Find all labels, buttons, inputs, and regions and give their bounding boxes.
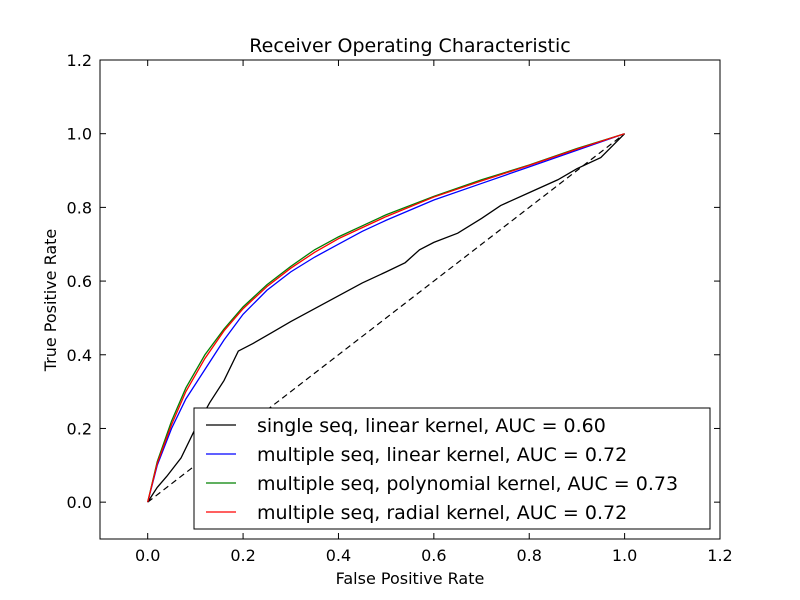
- y-tick-label: 1.2: [67, 51, 92, 70]
- x-axis-ticks: 0.0 0.2 0.4 0.6 0.8 1.0 1.2: [135, 60, 733, 565]
- x-tick-label: 0.8: [517, 546, 542, 565]
- legend-label-4: multiple seq, radial kernel, AUC = 0.72: [257, 502, 627, 524]
- y-tick-label: 0.6: [67, 272, 92, 291]
- x-tick-label: 0.4: [326, 546, 351, 565]
- series-line-4: [147, 133, 625, 503]
- x-tick-label: 1.0: [612, 546, 637, 565]
- x-axis-label: False Positive Rate: [336, 569, 485, 588]
- legend-label-1: single seq, linear kernel, AUC = 0.60: [257, 415, 606, 437]
- legend: single seq, linear kernel, AUC = 0.60 mul…: [193, 407, 711, 530]
- x-tick-label: 0.0: [135, 546, 160, 565]
- x-tick-label: 1.2: [707, 546, 732, 565]
- y-axis-ticks: 0.0 0.2 0.4 0.6 0.8 1.0 1.2: [67, 51, 720, 512]
- plot-frame: [99, 59, 721, 540]
- y-tick-label: 0.0: [67, 493, 92, 512]
- series-line-2: [147, 133, 625, 503]
- x-tick-label: 0.2: [230, 546, 255, 565]
- chart-title: Receiver Operating Characteristic: [249, 35, 570, 57]
- legend-box: [193, 407, 711, 530]
- series-line-3: [147, 133, 625, 503]
- legend-label-2: multiple seq, linear kernel, AUC = 0.72: [257, 444, 627, 466]
- y-tick-label: 0.2: [67, 419, 92, 438]
- y-tick-label: 0.4: [67, 346, 92, 365]
- y-tick-label: 1.0: [67, 125, 92, 144]
- x-tick-label: 0.6: [421, 546, 446, 565]
- legend-label-3: multiple seq, polynomial kernel, AUC = 0…: [257, 473, 678, 495]
- y-axis-label: True Positive Rate: [41, 229, 60, 373]
- y-tick-label: 0.8: [67, 198, 92, 217]
